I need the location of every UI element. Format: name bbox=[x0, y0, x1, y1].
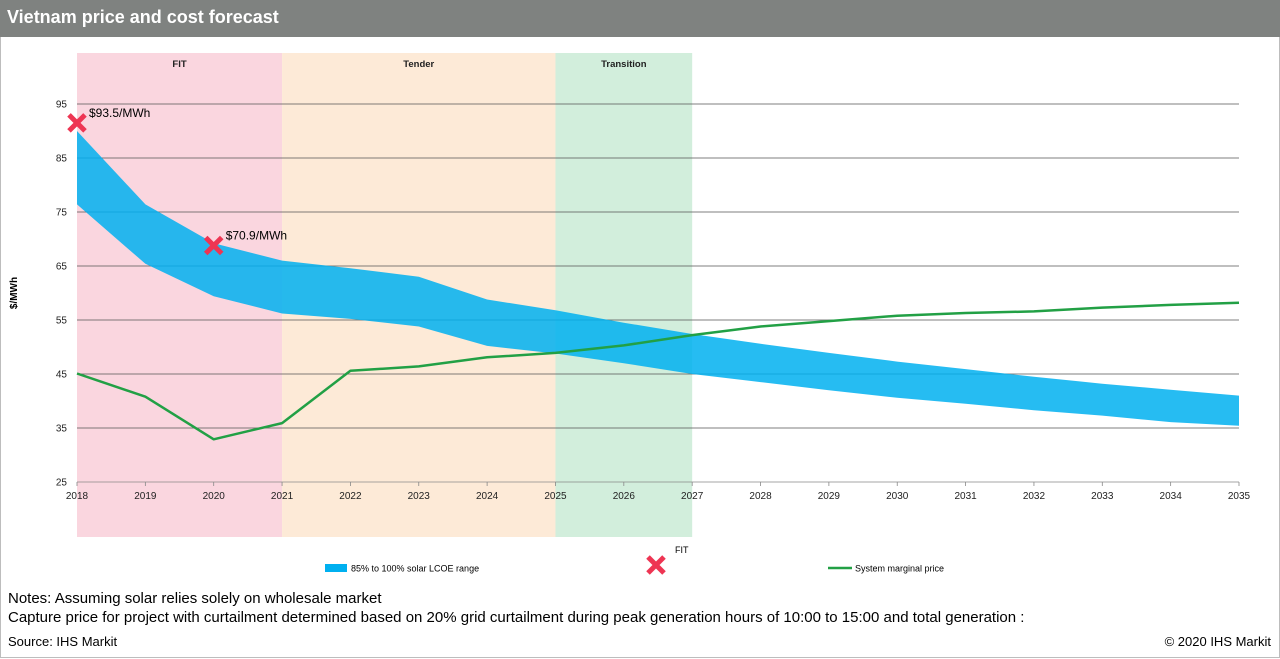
x-tick-label-2029: 2029 bbox=[818, 491, 841, 502]
phase-label-fit: FIT bbox=[172, 59, 186, 70]
x-tick-label-2020: 2020 bbox=[203, 491, 226, 502]
fit-marker-label-2020: $70.9/MWh bbox=[226, 228, 287, 242]
x-tick-label-2030: 2030 bbox=[886, 491, 909, 502]
x-tick-label-2026: 2026 bbox=[613, 491, 636, 502]
x-tick-label-2031: 2031 bbox=[954, 491, 977, 502]
y-tick-label-85: 85 bbox=[56, 154, 68, 165]
x-tick-label-2033: 2033 bbox=[1091, 491, 1114, 502]
lcoe-range-band bbox=[77, 131, 1239, 426]
legend-label-fit: FIT bbox=[675, 545, 689, 555]
phase-label-tender: Tender bbox=[403, 59, 434, 70]
phase-label-transition: Transition bbox=[601, 59, 647, 70]
x-tick-label-2035: 2035 bbox=[1228, 491, 1251, 502]
system-marginal-price-line bbox=[76, 301, 1240, 441]
legend-label-smp: System marginal price bbox=[855, 564, 944, 574]
y-tick-label-65: 65 bbox=[56, 262, 68, 273]
y-tick-label-25: 25 bbox=[56, 478, 68, 489]
x-tick-label-2032: 2032 bbox=[1023, 491, 1046, 502]
y-tick-label-75: 75 bbox=[56, 208, 68, 219]
y-tick-label-95: 95 bbox=[56, 100, 68, 111]
legend-fit-cross bbox=[646, 555, 666, 575]
y-tick-label-55: 55 bbox=[56, 316, 68, 327]
x-tick-label-2019: 2019 bbox=[134, 491, 157, 502]
x-tick-label-2018: 2018 bbox=[66, 491, 89, 502]
x-tick-label-2028: 2028 bbox=[749, 491, 772, 502]
x-tick-label-2022: 2022 bbox=[339, 491, 362, 502]
chart-svg: FIT Tender Transition 25 35 45 55 65 75 85 95 2018 2… bbox=[9, 53, 1251, 575]
y-tick-label-45: 45 bbox=[56, 370, 68, 381]
x-tick-label-2023: 2023 bbox=[408, 491, 431, 502]
chart-title: Vietnam price and cost forecast bbox=[7, 7, 279, 27]
source-text: Source: IHS Markit bbox=[8, 634, 118, 649]
x-tick-label-2027: 2027 bbox=[681, 491, 704, 502]
fit-marker-2018 bbox=[67, 113, 87, 133]
note-line-2: Capture price for project with curtailme… bbox=[8, 609, 1025, 626]
x-tick-label-2034: 2034 bbox=[1160, 491, 1183, 502]
x-tick-label-2021: 2021 bbox=[271, 491, 294, 502]
y-tick-label-35: 35 bbox=[56, 424, 68, 435]
legend-label-lcoe: 85% to 100% solar LCOE range bbox=[351, 564, 479, 574]
fit-marker-cross bbox=[67, 113, 87, 133]
phase-region-transition bbox=[555, 53, 693, 537]
fit-marker-label-2018: $93.5/MWh bbox=[89, 106, 150, 120]
legend-swatch-lcoe bbox=[325, 564, 347, 572]
note-line-1: Notes: Assuming solar relies solely on w… bbox=[8, 590, 382, 607]
x-tick-label-2024: 2024 bbox=[476, 491, 499, 502]
x-tick-label-2025: 2025 bbox=[544, 491, 567, 502]
fit-marker-cross bbox=[203, 235, 224, 256]
fit-marker-2020 bbox=[203, 235, 224, 256]
legend-swatch-fit bbox=[646, 555, 666, 575]
y-axis-label: $/MWh bbox=[9, 277, 20, 309]
title-bar: Vietnam price and cost forecast bbox=[0, 0, 1280, 37]
copyright-text: © 2020 IHS Markit bbox=[1164, 634, 1271, 649]
